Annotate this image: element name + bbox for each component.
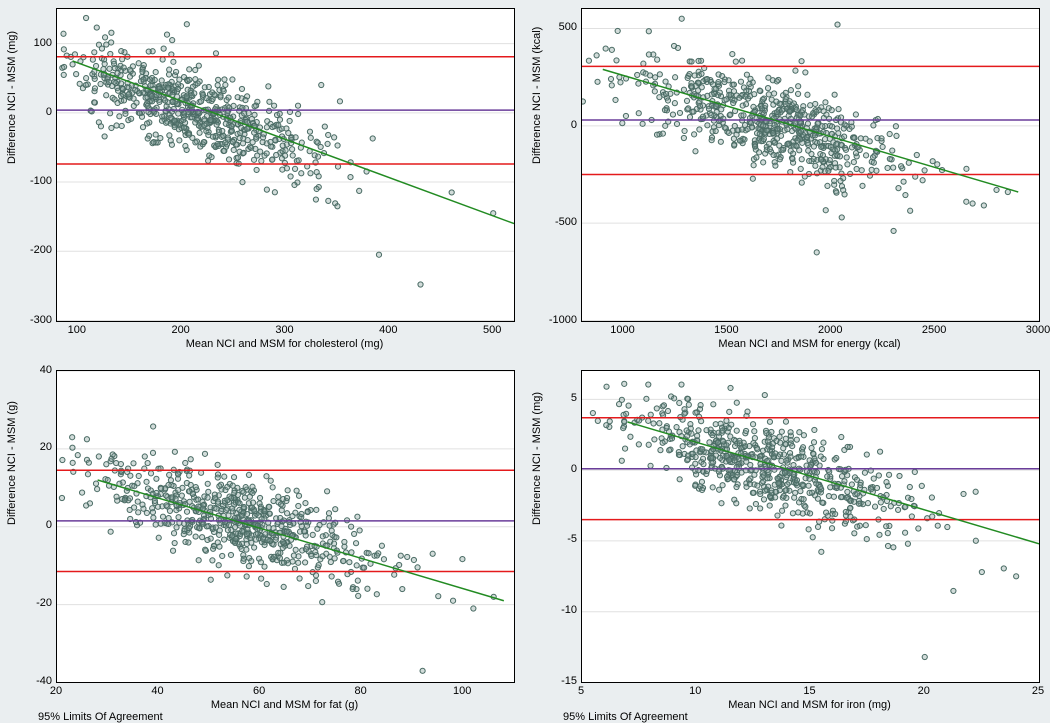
ytick-label: 20 [40,441,52,453]
bland-altman-grid: 100200300400500-300-200-1000100Mean NCI … [0,0,1050,723]
plot-area [581,370,1040,684]
panel-caption: 95% Limits Of Agreement [563,711,688,723]
panel-energy: 1000 1500 2000 2500 3000 -1000 -500 0 500 Mean NC… [525,0,1050,362]
ytick-label: -100 [30,175,52,187]
xtick-label: 25 [1032,685,1044,697]
x-axis-label: Mean NCI and MSM for iron (mg) [728,699,891,711]
ytick-label: -200 [30,244,52,256]
xtick-label: 80 [355,685,367,697]
ytick-label: 0 [571,119,577,131]
xtick-label: 200 [171,324,189,336]
ytick-label: 500 [559,21,577,33]
x-axis-label: Mean NCI and MSM for cholesterol (mg) [186,338,383,350]
ytick-label: -20 [36,597,52,609]
plot-area [56,370,515,684]
y-axis-label: Difference NCI - MSM (g) [6,401,18,525]
panel-iron: 5 10 15 20 25 -15 -10 -5 0 5 Mean NCI and MSM for … [525,362,1050,723]
xtick-label: 20 [918,685,930,697]
ytick-label: 100 [34,37,52,49]
xtick-label: 100 [453,685,471,697]
xtick-label: 300 [275,324,293,336]
ytick-label: 0 [571,463,577,475]
plot-area [581,8,1040,322]
ytick-label: 0 [46,106,52,118]
xtick-label: 40 [151,685,163,697]
y-axis-label: Difference NCI - MSM (mg) [531,392,543,525]
panel-cholesterol: 100 200 300 400 500 -300 -200 -100 0 100 Mean NCI … [0,0,525,362]
ytick-label: -5 [567,533,577,545]
ytick-label: 40 [40,364,52,376]
xtick-label: 60 [253,685,265,697]
xtick-label: 1500 [714,324,738,336]
ytick-label: -300 [30,314,52,326]
xtick-label: 100 [68,324,86,336]
xtick-label: 15 [803,685,815,697]
xtick-label: 500 [483,324,501,336]
ytick-label: -500 [555,216,577,228]
panel-caption: 95% Limits Of Agreement [38,711,163,723]
panel-fat: 20406080100-40-2002040Mean NCI and MSM f… [0,362,525,723]
y-axis-label: Difference NCI - MSM (kcal) [531,26,543,163]
ytick-label: 5 [571,392,577,404]
xtick-label: 1000 [610,324,634,336]
ytick-label: -40 [36,675,52,687]
y-axis-label: Difference NCI - MSM (mg) [6,31,18,164]
x-axis-label: Mean NCI and MSM for energy (kcal) [718,338,900,350]
plot-area [56,8,515,322]
xtick-label: 2500 [922,324,946,336]
xtick-label: 3000 [1026,324,1050,336]
xtick-label: 5 [578,685,584,697]
xtick-label: 400 [379,324,397,336]
ytick-label: -15 [561,675,577,687]
ytick-label: -1000 [549,314,577,326]
xtick-label: 2000 [818,324,842,336]
xtick-label: 10 [689,685,701,697]
ytick-label: 0 [46,519,52,531]
ytick-label: -10 [561,604,577,616]
x-axis-label: Mean NCI and MSM for fat (g) [211,699,358,711]
